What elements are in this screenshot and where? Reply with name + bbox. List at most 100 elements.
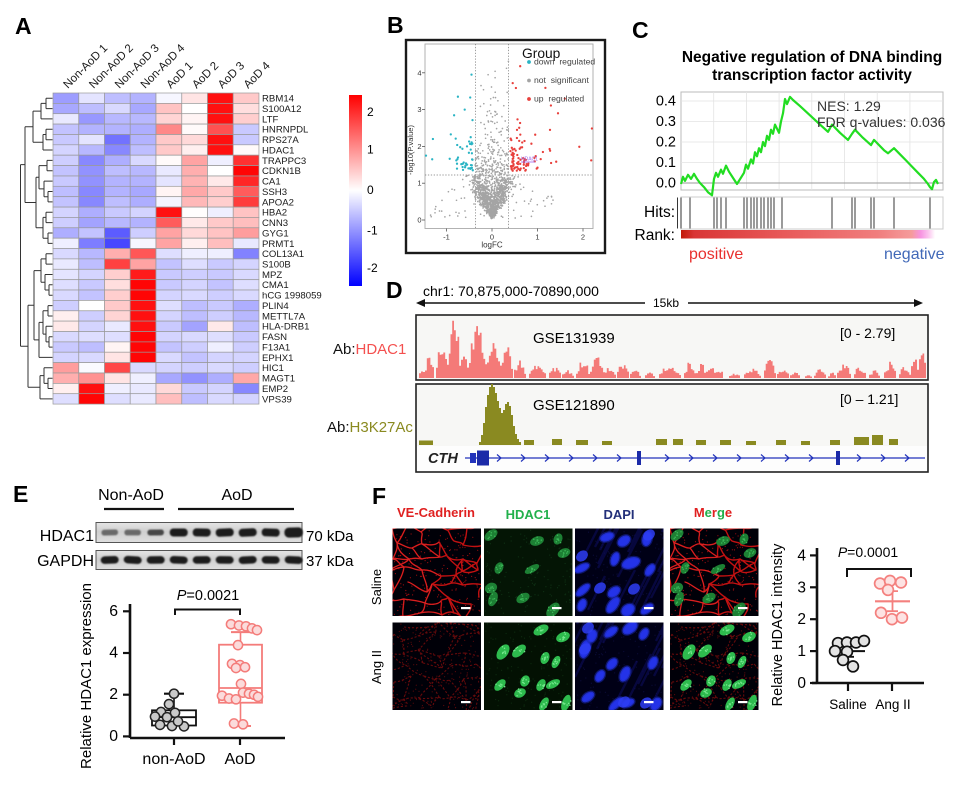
svg-text:Hits:: Hits: xyxy=(644,204,675,221)
svg-text:2: 2 xyxy=(367,105,374,119)
svg-text:37 kDa: 37 kDa xyxy=(306,553,354,570)
svg-text:Saline: Saline xyxy=(829,697,867,712)
svg-text:GSE121890: GSE121890 xyxy=(533,397,615,414)
svg-text:P=0.0001: P=0.0001 xyxy=(838,544,899,560)
svg-text:down regulated: down regulated xyxy=(534,57,595,67)
svg-text:FASN: FASN xyxy=(262,332,287,343)
svg-text:HDAC1: HDAC1 xyxy=(40,528,94,545)
svg-text:0: 0 xyxy=(417,216,421,225)
svg-text:Relative HDAC1 expression: Relative HDAC1 expression xyxy=(78,583,95,769)
svg-text:Relative HDAC1 intensity: Relative HDAC1 intensity xyxy=(770,543,786,707)
svg-text:PLIN4: PLIN4 xyxy=(262,301,289,312)
svg-text:logFC: logFC xyxy=(481,241,503,250)
svg-text:HDAC1: HDAC1 xyxy=(506,507,551,522)
svg-text:Saline: Saline xyxy=(369,569,384,605)
svg-text:2: 2 xyxy=(797,611,806,628)
svg-text:[0 – 1.21]: [0 – 1.21] xyxy=(840,391,898,407)
svg-text:-1: -1 xyxy=(443,233,450,242)
svg-text:RPS27A: RPS27A xyxy=(262,135,299,146)
svg-text:P=0.0021: P=0.0021 xyxy=(177,588,240,604)
svg-text:HBA2: HBA2 xyxy=(262,208,287,219)
svg-text:6: 6 xyxy=(109,603,118,620)
svg-text:TRAPPC3: TRAPPC3 xyxy=(262,156,306,167)
svg-text:Negative regulation of DNA bin: Negative regulation of DNA binding xyxy=(682,49,942,66)
svg-text:0.4: 0.4 xyxy=(656,94,676,110)
svg-text:Ab:HDAC1: Ab:HDAC1 xyxy=(333,341,406,358)
svg-text:AoD: AoD xyxy=(224,751,255,768)
svg-text:3: 3 xyxy=(417,105,421,114)
svg-text:positive: positive xyxy=(689,246,743,263)
svg-text:HNRNPDL: HNRNPDL xyxy=(262,125,309,136)
svg-text:0: 0 xyxy=(367,183,374,197)
svg-text:MAGT1: MAGT1 xyxy=(262,374,295,385)
svg-text:transcription factor activity: transcription factor activity xyxy=(712,67,912,84)
svg-text:RBM14: RBM14 xyxy=(262,94,295,105)
svg-text:CTH: CTH xyxy=(428,451,458,467)
svg-text:1: 1 xyxy=(797,643,806,660)
svg-text:S100B: S100B xyxy=(262,260,291,271)
svg-text:F13A1: F13A1 xyxy=(262,343,290,354)
svg-text:[0 - 2.79]: [0 - 2.79] xyxy=(840,325,895,341)
svg-text:PRMT1: PRMT1 xyxy=(262,239,295,250)
svg-text:0: 0 xyxy=(797,675,806,692)
svg-text:70 kDa: 70 kDa xyxy=(306,528,354,545)
svg-text:-2: -2 xyxy=(367,261,378,275)
svg-text:1: 1 xyxy=(417,179,421,188)
svg-text:FDR q-values: 0.036: FDR q-values: 0.036 xyxy=(817,114,946,130)
svg-text:-1: -1 xyxy=(367,224,378,238)
svg-text:C: C xyxy=(632,17,649,43)
svg-text:D: D xyxy=(386,277,403,303)
svg-text:2: 2 xyxy=(417,142,421,151)
svg-text:CNN3: CNN3 xyxy=(262,218,288,229)
svg-text:MPZ: MPZ xyxy=(262,270,282,281)
svg-text:Ang II: Ang II xyxy=(369,650,384,684)
svg-text:hCG 1998059: hCG 1998059 xyxy=(262,291,322,302)
svg-text:not significant: not significant xyxy=(534,75,590,85)
svg-text:VE-Cadherin: VE-Cadherin xyxy=(397,505,475,520)
svg-text:SSH3: SSH3 xyxy=(262,187,287,198)
svg-text:15kb: 15kb xyxy=(653,296,679,310)
svg-text:0: 0 xyxy=(490,233,494,242)
svg-text:0.1: 0.1 xyxy=(656,155,676,171)
svg-text:Merge: Merge xyxy=(694,505,732,520)
svg-text:GSE131939: GSE131939 xyxy=(533,330,615,347)
svg-text:CMA1: CMA1 xyxy=(262,280,289,291)
svg-text:Ang II: Ang II xyxy=(875,697,910,712)
svg-text:0.2: 0.2 xyxy=(656,135,676,151)
svg-text:0.3: 0.3 xyxy=(656,114,676,130)
svg-text:0.0: 0.0 xyxy=(656,176,676,192)
svg-text:Group: Group xyxy=(522,46,561,61)
svg-text:DAPI: DAPI xyxy=(603,507,634,522)
svg-text:S100A12: S100A12 xyxy=(262,104,301,115)
svg-text:EPHX1: EPHX1 xyxy=(262,353,293,364)
svg-text:4: 4 xyxy=(417,68,421,77)
svg-text:0: 0 xyxy=(109,728,118,745)
svg-text:4: 4 xyxy=(797,547,806,564)
svg-text:Rank:: Rank: xyxy=(635,227,676,244)
svg-text:Ab:H3K27Ac: Ab:H3K27Ac xyxy=(327,419,413,436)
svg-text:COL13A1: COL13A1 xyxy=(262,249,304,260)
svg-text:HIC1: HIC1 xyxy=(262,363,284,374)
svg-text:E: E xyxy=(13,481,28,507)
svg-text:B: B xyxy=(387,12,404,38)
svg-text:negative: negative xyxy=(884,246,945,263)
svg-text:GYG1: GYG1 xyxy=(262,228,289,239)
svg-text:2: 2 xyxy=(109,686,118,703)
svg-text:LTF: LTF xyxy=(262,114,278,125)
svg-text:AoD: AoD xyxy=(221,487,252,504)
svg-text:3: 3 xyxy=(797,579,806,596)
svg-text:up regulated: up regulated xyxy=(534,94,584,104)
svg-text:VPS39: VPS39 xyxy=(262,394,292,405)
svg-text:GAPDH: GAPDH xyxy=(37,553,94,570)
svg-text:HDAC1: HDAC1 xyxy=(521,157,538,163)
svg-text:F: F xyxy=(372,483,386,509)
svg-text:CDKN1B: CDKN1B xyxy=(262,166,301,177)
svg-text:CA1: CA1 xyxy=(262,177,281,188)
svg-text:1: 1 xyxy=(367,143,374,157)
svg-text:A: A xyxy=(15,13,32,39)
svg-text:NES: 1.29: NES: 1.29 xyxy=(817,98,881,114)
svg-text:HDAC1: HDAC1 xyxy=(262,145,295,156)
svg-text:EMP2: EMP2 xyxy=(262,384,288,395)
svg-text:chr1: 70,875,000-70890,000: chr1: 70,875,000-70890,000 xyxy=(423,283,599,299)
svg-text:non-AoD: non-AoD xyxy=(142,751,205,768)
